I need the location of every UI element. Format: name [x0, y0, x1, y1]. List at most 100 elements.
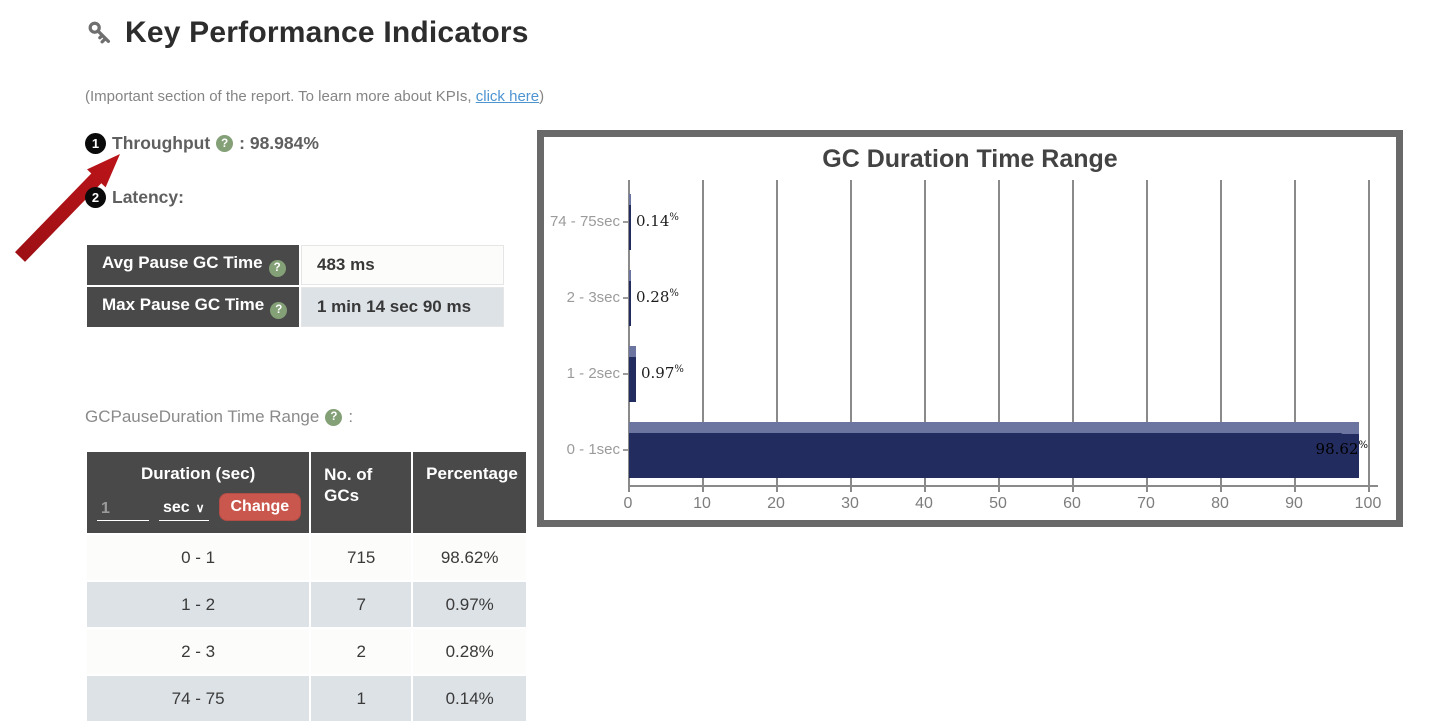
duration-header-label: Duration (sec)	[140, 464, 256, 483]
category-label: 0 - 1sec	[566, 441, 620, 458]
throughput-number-badge: 1	[85, 133, 106, 154]
max-pause-header-cell: Max Pause GC Time?	[87, 287, 299, 327]
gridline	[628, 180, 630, 485]
duration-table: Duration (sec) sec ∨ Change No. of GCs Pe…	[85, 450, 529, 721]
duration-cell: 74 - 75	[87, 676, 310, 721]
x-axis-tick	[850, 485, 852, 492]
percentage-header-cell: Percentage	[413, 452, 527, 533]
gc-duration-chart: GC Duration Time Range 0 10 20 30 40 50 60 70 80…	[537, 130, 1403, 527]
gridline	[998, 180, 1000, 485]
bar-value-label: 98.62%	[1315, 440, 1368, 458]
gridline	[1146, 180, 1148, 485]
bar-0-1sec	[629, 422, 1359, 478]
y-axis-tick	[623, 297, 628, 299]
count-cell: 2	[311, 629, 412, 674]
x-axis-tick	[1220, 485, 1222, 492]
bar-1-2sec	[629, 346, 636, 402]
x-axis-tick	[998, 485, 1000, 492]
avg-pause-header-cell: Avg Pause GC Time?	[87, 245, 299, 285]
annotation-arrow	[15, 154, 120, 262]
duration-cell: 2 - 3	[87, 629, 310, 674]
gridline	[1294, 180, 1296, 485]
pct-cell: 0.97%	[413, 582, 527, 627]
chevron-down-icon: ∨	[195, 501, 205, 515]
avg-pause-help-icon[interactable]: ?	[268, 259, 286, 277]
gc-pause-duration-text: GCPauseDuration Time Range	[85, 407, 320, 426]
x-axis-tick	[776, 485, 778, 492]
gridline	[924, 180, 926, 485]
category-label: 2 - 3sec	[566, 289, 620, 306]
x-axis-tick	[628, 485, 630, 492]
x-axis-tick	[1294, 485, 1296, 492]
throughput-value: : 98.984%	[239, 133, 319, 153]
x-tick-label: 60	[1063, 495, 1081, 512]
count-cell: 1	[311, 676, 412, 721]
x-tick-label: 100	[1354, 495, 1382, 512]
max-pause-help-icon[interactable]: ?	[270, 301, 288, 319]
page-title: Key Performance Indicators	[125, 16, 529, 49]
pct-cell: 0.28%	[413, 629, 527, 674]
pct-cell: 0.14%	[413, 676, 527, 721]
bar-value-label: 0.97%	[641, 364, 684, 382]
bar-74-75sec	[629, 194, 631, 250]
latency-number-badge: 2	[85, 187, 106, 208]
subtitle: (Important section of the report. To lea…	[85, 88, 544, 105]
x-axis-tick	[924, 485, 926, 492]
x-tick-label: 80	[1211, 495, 1229, 512]
duration-input[interactable]	[97, 498, 149, 521]
throughput-line: 1 Throughput ? : 98.984%	[85, 133, 319, 154]
x-tick-label: 70	[1137, 495, 1155, 512]
unit-select-value: sec	[163, 499, 190, 516]
x-axis-tick	[702, 485, 704, 492]
table-row: Max Pause GC Time? 1 min 14 sec 90 ms	[87, 287, 504, 327]
x-tick-label: 50	[989, 495, 1007, 512]
x-tick-label: 30	[841, 495, 859, 512]
y-axis-tick	[623, 373, 628, 375]
x-axis-tick	[1072, 485, 1074, 492]
x-tick-label: 0	[623, 495, 633, 512]
bar-2-3sec	[629, 270, 631, 326]
click-here-link[interactable]: click here	[475, 88, 540, 105]
table-row: 0 - 1 715 98.62%	[87, 535, 527, 580]
avg-pause-label: Avg Pause GC Time	[102, 253, 263, 273]
duration-cell: 1 - 2	[87, 582, 310, 627]
x-axis-tick	[1368, 485, 1370, 492]
gridline	[1072, 180, 1074, 485]
table-row: 74 - 75 1 0.14%	[87, 676, 527, 721]
gridline	[1368, 180, 1370, 485]
avg-pause-value: 483 ms	[301, 245, 504, 285]
y-axis-tick	[623, 449, 628, 451]
gridline	[850, 180, 852, 485]
x-tick-label: 10	[693, 495, 711, 512]
duration-header-cell: Duration (sec) sec ∨ Change	[87, 452, 310, 533]
latency-line: 2 Latency:	[85, 187, 184, 208]
unit-select[interactable]: sec ∨	[159, 499, 209, 521]
category-label: 1 - 2sec	[566, 365, 620, 382]
table-row: 1 - 2 7 0.97%	[87, 582, 527, 627]
x-axis-line	[628, 485, 1378, 487]
category-label: 74 - 75sec	[549, 213, 620, 230]
count-cell: 7	[311, 582, 412, 627]
table-row: Avg Pause GC Time? 483 ms	[87, 245, 504, 285]
x-tick-label: 90	[1285, 495, 1303, 512]
gc-pause-duration-help-icon[interactable]: ?	[325, 408, 343, 426]
gridline	[1220, 180, 1222, 485]
chart-title: GC Duration Time Range	[822, 145, 1118, 173]
max-pause-value: 1 min 14 sec 90 ms	[301, 287, 504, 327]
bar-value-label: 0.14%	[636, 212, 679, 230]
gridline	[776, 180, 778, 485]
change-button[interactable]: Change	[218, 493, 302, 521]
pct-cell: 98.62%	[413, 535, 527, 580]
duration-controls: sec ∨ Change	[87, 493, 309, 521]
x-tick-label: 20	[767, 495, 785, 512]
latency-table: Avg Pause GC Time? 483 ms Max Pause GC T…	[85, 243, 506, 329]
table-row: 2 - 3 2 0.28%	[87, 629, 527, 674]
no-of-gcs-header-cell: No. of GCs	[311, 452, 412, 533]
throughput-label: Throughput	[112, 133, 211, 153]
page-header: Key Performance Indicators	[85, 16, 529, 50]
count-cell: 715	[311, 535, 412, 580]
duration-cell: 0 - 1	[87, 535, 310, 580]
throughput-help-icon[interactable]: ?	[216, 135, 234, 152]
x-axis-tick	[1146, 485, 1148, 492]
table-header-row: Duration (sec) sec ∨ Change No. of GCs Pe…	[87, 452, 527, 533]
